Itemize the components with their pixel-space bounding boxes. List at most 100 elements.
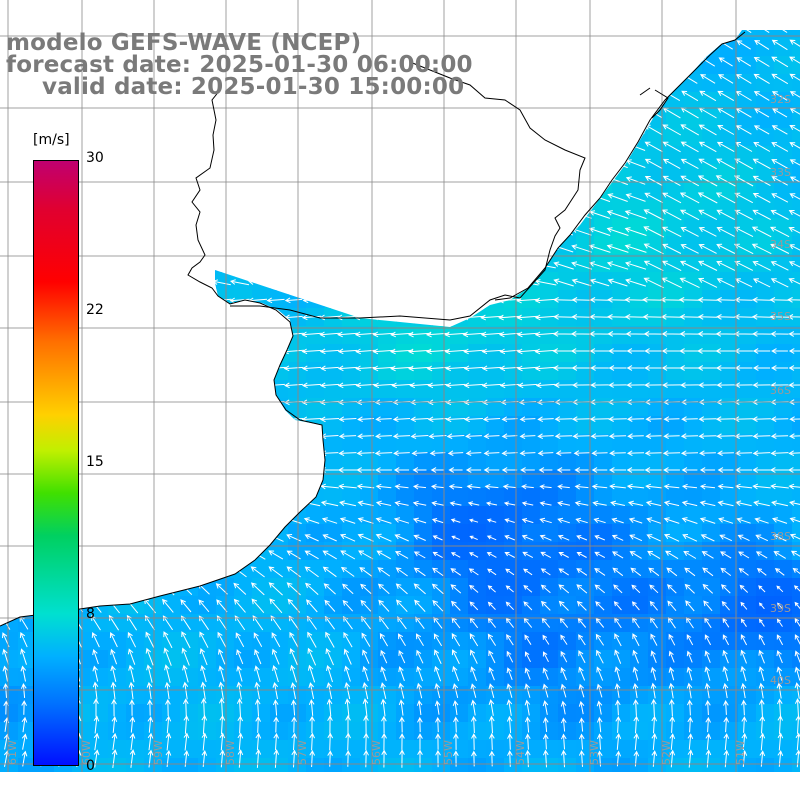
wind-arrow xyxy=(665,550,679,560)
wind-arrow xyxy=(595,633,605,646)
wind-arrow xyxy=(375,517,392,524)
wind-arrow xyxy=(648,567,660,577)
wind-arrow xyxy=(380,682,387,699)
wind-arrow xyxy=(789,159,800,169)
wind-arrow xyxy=(776,682,783,699)
wind-arrow xyxy=(788,483,800,490)
wind-arrow xyxy=(409,382,430,389)
wind-arrow xyxy=(362,681,369,700)
wind-arrow xyxy=(305,582,319,595)
wind-arrow xyxy=(771,176,788,186)
wind-arrow xyxy=(337,382,358,389)
wind-arrow xyxy=(608,348,627,354)
wind-arrow xyxy=(789,56,800,68)
wind-arrow xyxy=(448,483,463,490)
wind-arrow xyxy=(268,582,283,596)
wind-arrow xyxy=(268,550,284,560)
wind-arrow xyxy=(431,583,444,595)
wind-arrow xyxy=(375,533,392,542)
wind-arrow xyxy=(535,382,556,389)
wind-arrow xyxy=(339,517,356,524)
wind-arrow xyxy=(236,681,243,700)
wind-arrow xyxy=(470,666,477,681)
wind-arrow xyxy=(2,665,9,682)
wind-arrow xyxy=(147,699,153,716)
wind-arrow xyxy=(771,125,788,135)
wind-arrow xyxy=(128,664,135,683)
wind-arrow xyxy=(501,450,518,457)
wind-arrow xyxy=(463,382,484,389)
wind-arrow xyxy=(255,749,262,768)
wind-arrow xyxy=(666,567,678,577)
wind-arrow xyxy=(463,348,484,355)
wind-arrow xyxy=(787,297,800,303)
wind-arrow xyxy=(92,649,99,665)
wind-arrow xyxy=(487,568,497,576)
wind-arrow xyxy=(111,698,117,717)
wind-arrow xyxy=(770,382,789,388)
wind-arrow xyxy=(451,633,461,647)
wind-arrow xyxy=(416,682,423,699)
wind-arrow xyxy=(145,647,154,666)
wind-arrow xyxy=(788,244,800,254)
wind-arrow xyxy=(481,382,502,389)
wind-arrow xyxy=(452,683,459,699)
wind-arrow xyxy=(591,467,608,473)
wind-arrow xyxy=(560,700,567,715)
wind-arrow xyxy=(537,416,554,423)
wind-arrow xyxy=(21,700,27,715)
wind-arrow xyxy=(716,382,735,388)
wind-arrow xyxy=(772,30,788,33)
wind-arrow xyxy=(219,714,226,735)
wind-arrow xyxy=(129,716,136,733)
wind-arrow xyxy=(741,699,747,716)
wind-arrow xyxy=(663,483,680,490)
wind-arrow xyxy=(200,697,207,718)
map-title-forecast-date: forecast date: 2025-01-30 06:00:00 xyxy=(6,52,473,78)
wind-arrow xyxy=(758,585,766,593)
wind-arrow xyxy=(182,664,189,683)
wind-arrow xyxy=(705,716,711,733)
lon-label-53w: 53W xyxy=(588,740,601,765)
map-title-valid-date: valid date: 2025-01-30 15:00:00 xyxy=(42,74,465,100)
wind-arrow xyxy=(646,534,661,542)
wind-arrow xyxy=(435,716,441,733)
wind-arrow xyxy=(752,261,771,271)
wind-arrow xyxy=(752,193,771,203)
wind-arrow xyxy=(625,331,646,337)
wind-arrow xyxy=(722,649,729,664)
wind-arrow xyxy=(698,209,718,221)
wind-arrow xyxy=(309,732,316,751)
wind-arrow xyxy=(469,633,479,647)
wind-arrow xyxy=(771,39,788,51)
wind-arrow xyxy=(787,314,800,320)
wind-arrow xyxy=(237,749,244,768)
wind-arrow xyxy=(430,484,445,490)
wind-arrow xyxy=(626,483,645,490)
wind-arrow xyxy=(755,551,768,559)
wind-arrow xyxy=(661,226,682,238)
land-graticule xyxy=(0,0,800,772)
wind-arrow xyxy=(758,634,766,646)
wind-arrow xyxy=(555,450,572,456)
wind-arrow xyxy=(680,158,699,170)
wind-arrow xyxy=(534,331,557,338)
wind-arrow xyxy=(593,517,606,524)
wind-arrow xyxy=(323,583,336,595)
wind-arrow xyxy=(753,125,770,135)
wind-arrow xyxy=(643,277,664,289)
wind-arrow xyxy=(469,601,479,611)
wind-arrow xyxy=(590,365,609,371)
wind-arrow xyxy=(680,382,699,388)
wind-arrow xyxy=(357,533,374,542)
wind-arrow xyxy=(666,584,677,594)
wind-arrow xyxy=(718,517,734,524)
wind-arrow xyxy=(482,416,501,423)
wind-arrow xyxy=(432,600,444,612)
wind-arrow xyxy=(668,633,676,646)
wind-arrow xyxy=(180,599,192,613)
wind-arrow xyxy=(504,535,515,541)
wind-arrow xyxy=(589,278,610,287)
wind-arrow xyxy=(445,382,466,389)
wind-arrow xyxy=(644,176,663,186)
